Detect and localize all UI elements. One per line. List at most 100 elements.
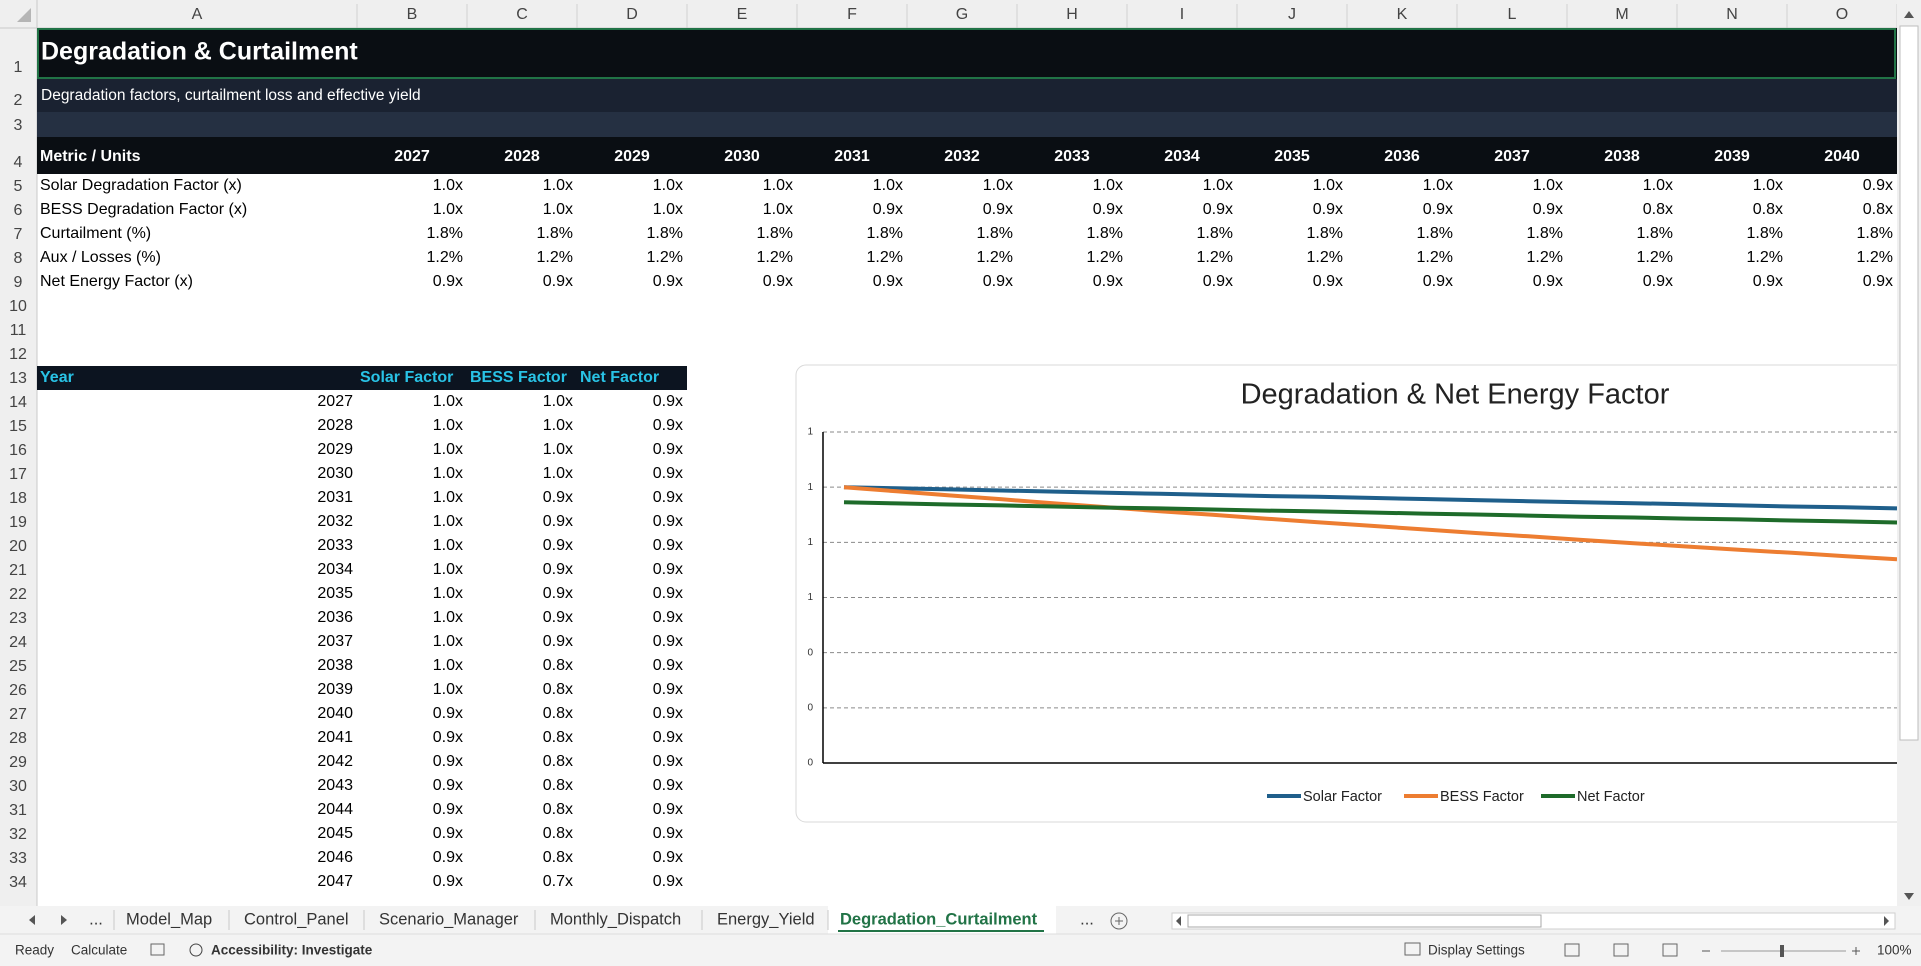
macro-icon[interactable] bbox=[150, 943, 165, 956]
tab-prev[interactable] bbox=[29, 915, 35, 925]
h-scrollbar-thumb[interactable] bbox=[1187, 914, 1542, 928]
column-letter[interactable]: M bbox=[1615, 6, 1628, 23]
row-number[interactable]: 26 bbox=[9, 682, 27, 699]
row-number[interactable]: 24 bbox=[9, 634, 27, 651]
tab-more-left[interactable]: ... bbox=[89, 910, 103, 928]
metric-value: 1.8% bbox=[867, 225, 903, 242]
page-break-view[interactable] bbox=[1662, 943, 1678, 957]
year-cell: 2030 bbox=[317, 465, 353, 482]
row-number[interactable]: 2 bbox=[14, 92, 23, 109]
row-number[interactable]: 22 bbox=[9, 586, 27, 603]
tab-more-right[interactable]: ... bbox=[1080, 910, 1094, 928]
metric-value: 1.8% bbox=[1527, 225, 1563, 242]
column-letter[interactable]: F bbox=[847, 6, 857, 23]
metric-value: 1.2% bbox=[1307, 249, 1343, 266]
row-number[interactable]: 15 bbox=[9, 418, 27, 435]
scrollbar-thumb[interactable] bbox=[1899, 25, 1919, 741]
column-letter[interactable]: C bbox=[516, 6, 528, 23]
tab-next[interactable] bbox=[61, 915, 67, 925]
metric-value: 1.0x bbox=[653, 177, 683, 194]
active-cell[interactable] bbox=[37, 28, 1896, 79]
row-number[interactable]: 8 bbox=[14, 250, 23, 267]
year-cell: 2039 bbox=[317, 681, 353, 698]
column-letter[interactable]: J bbox=[1288, 6, 1296, 23]
column-letter[interactable]: I bbox=[1180, 6, 1184, 23]
active-sheet-tab[interactable]: Degradation_Curtailment bbox=[840, 910, 1038, 928]
row-number[interactable]: 20 bbox=[9, 538, 27, 555]
zoom-in[interactable] bbox=[1852, 947, 1860, 955]
year-cell: 2041 bbox=[317, 729, 353, 746]
row-number[interactable]: 23 bbox=[9, 610, 27, 627]
normal-view[interactable] bbox=[1564, 943, 1580, 957]
row-number[interactable]: 1 bbox=[14, 59, 23, 76]
metric-value: 0.9x bbox=[433, 273, 463, 290]
column-letter[interactable]: H bbox=[1066, 6, 1078, 23]
status-zoom[interactable]: 100% bbox=[1877, 943, 1912, 958]
scroll-left[interactable] bbox=[1176, 916, 1181, 926]
vertical-scrollbar[interactable] bbox=[1897, 0, 1921, 906]
metric-label: Solar Degradation Factor (x) bbox=[40, 177, 242, 194]
metric-value: 1.2% bbox=[537, 249, 573, 266]
row-number[interactable]: 25 bbox=[9, 658, 27, 675]
row-number[interactable]: 16 bbox=[9, 442, 27, 459]
header-cell: 2027 bbox=[394, 148, 430, 165]
sheet-tab[interactable]: Monthly_Dispatch bbox=[550, 910, 681, 928]
row-number[interactable]: 32 bbox=[9, 826, 27, 843]
row-number[interactable]: 30 bbox=[9, 778, 27, 795]
metric-value: 1.0x bbox=[1203, 177, 1233, 194]
column-letter[interactable]: A bbox=[192, 6, 203, 23]
scroll-right[interactable] bbox=[1884, 916, 1889, 926]
row-number[interactable]: 19 bbox=[9, 514, 27, 531]
column-letter[interactable]: L bbox=[1508, 6, 1517, 23]
row-number[interactable]: 31 bbox=[9, 802, 27, 819]
column-letter[interactable]: D bbox=[626, 6, 638, 23]
column-letter[interactable]: K bbox=[1397, 6, 1408, 23]
sheet-tab[interactable]: Control_Panel bbox=[244, 910, 349, 928]
header-cell: 2031 bbox=[834, 148, 870, 165]
metric-value: 1.8% bbox=[1747, 225, 1783, 242]
row-number[interactable]: 13 bbox=[9, 370, 27, 387]
row-number[interactable]: 3 bbox=[14, 117, 23, 134]
row-number[interactable]: 18 bbox=[9, 490, 27, 507]
metric-value: 1.0x bbox=[433, 201, 463, 218]
column-letter[interactable]: O bbox=[1836, 6, 1848, 23]
column-letter[interactable]: N bbox=[1726, 6, 1738, 23]
row-number[interactable]: 7 bbox=[14, 226, 23, 243]
row-number[interactable]: 33 bbox=[9, 850, 27, 867]
column-letter[interactable]: B bbox=[407, 6, 418, 23]
chart-frame bbox=[795, 364, 1897, 823]
zoom-thumb[interactable] bbox=[1780, 945, 1784, 957]
row-number[interactable]: 27 bbox=[9, 706, 27, 723]
row-number[interactable]: 6 bbox=[14, 202, 23, 219]
scroll-up[interactable] bbox=[1904, 11, 1914, 18]
metric-value: 1.8% bbox=[977, 225, 1013, 242]
column-letter[interactable]: G bbox=[956, 6, 968, 23]
row-number[interactable]: 17 bbox=[9, 466, 27, 483]
sheet-tab[interactable]: Model_Map bbox=[126, 910, 212, 928]
row-number[interactable]: 11 bbox=[10, 322, 27, 339]
add-sheet[interactable] bbox=[1110, 912, 1128, 930]
row-number[interactable]: 9 bbox=[14, 274, 23, 291]
metric-value: 1.8% bbox=[1307, 225, 1343, 242]
status-calculate[interactable]: Calculate bbox=[71, 943, 127, 958]
page-layout-view[interactable] bbox=[1613, 943, 1629, 957]
scroll-down[interactable] bbox=[1904, 893, 1914, 900]
row-number[interactable]: 12 bbox=[9, 346, 27, 363]
row-number[interactable]: 21 bbox=[9, 562, 27, 579]
row-number[interactable]: 29 bbox=[9, 754, 27, 771]
row-number[interactable]: 34 bbox=[9, 874, 27, 891]
status-accessibility[interactable]: Accessibility: Investigate bbox=[211, 943, 373, 958]
status-display-settings[interactable]: Display Settings bbox=[1428, 943, 1525, 958]
year-table-header: Year bbox=[40, 369, 74, 386]
sheet-tab[interactable]: Scenario_Manager bbox=[379, 910, 519, 928]
factor-cell: 1.0x bbox=[543, 465, 573, 482]
sheet-tab[interactable]: Energy_Yield bbox=[717, 910, 815, 928]
legend-label: Solar Factor bbox=[1303, 789, 1382, 805]
row-number[interactable]: 10 bbox=[9, 298, 27, 315]
row-number[interactable]: 4 bbox=[14, 154, 23, 171]
row-number[interactable]: 14 bbox=[9, 394, 27, 411]
row-number[interactable]: 28 bbox=[9, 730, 27, 747]
row-number[interactable]: 5 bbox=[14, 178, 23, 195]
column-letter[interactable]: E bbox=[737, 6, 748, 23]
